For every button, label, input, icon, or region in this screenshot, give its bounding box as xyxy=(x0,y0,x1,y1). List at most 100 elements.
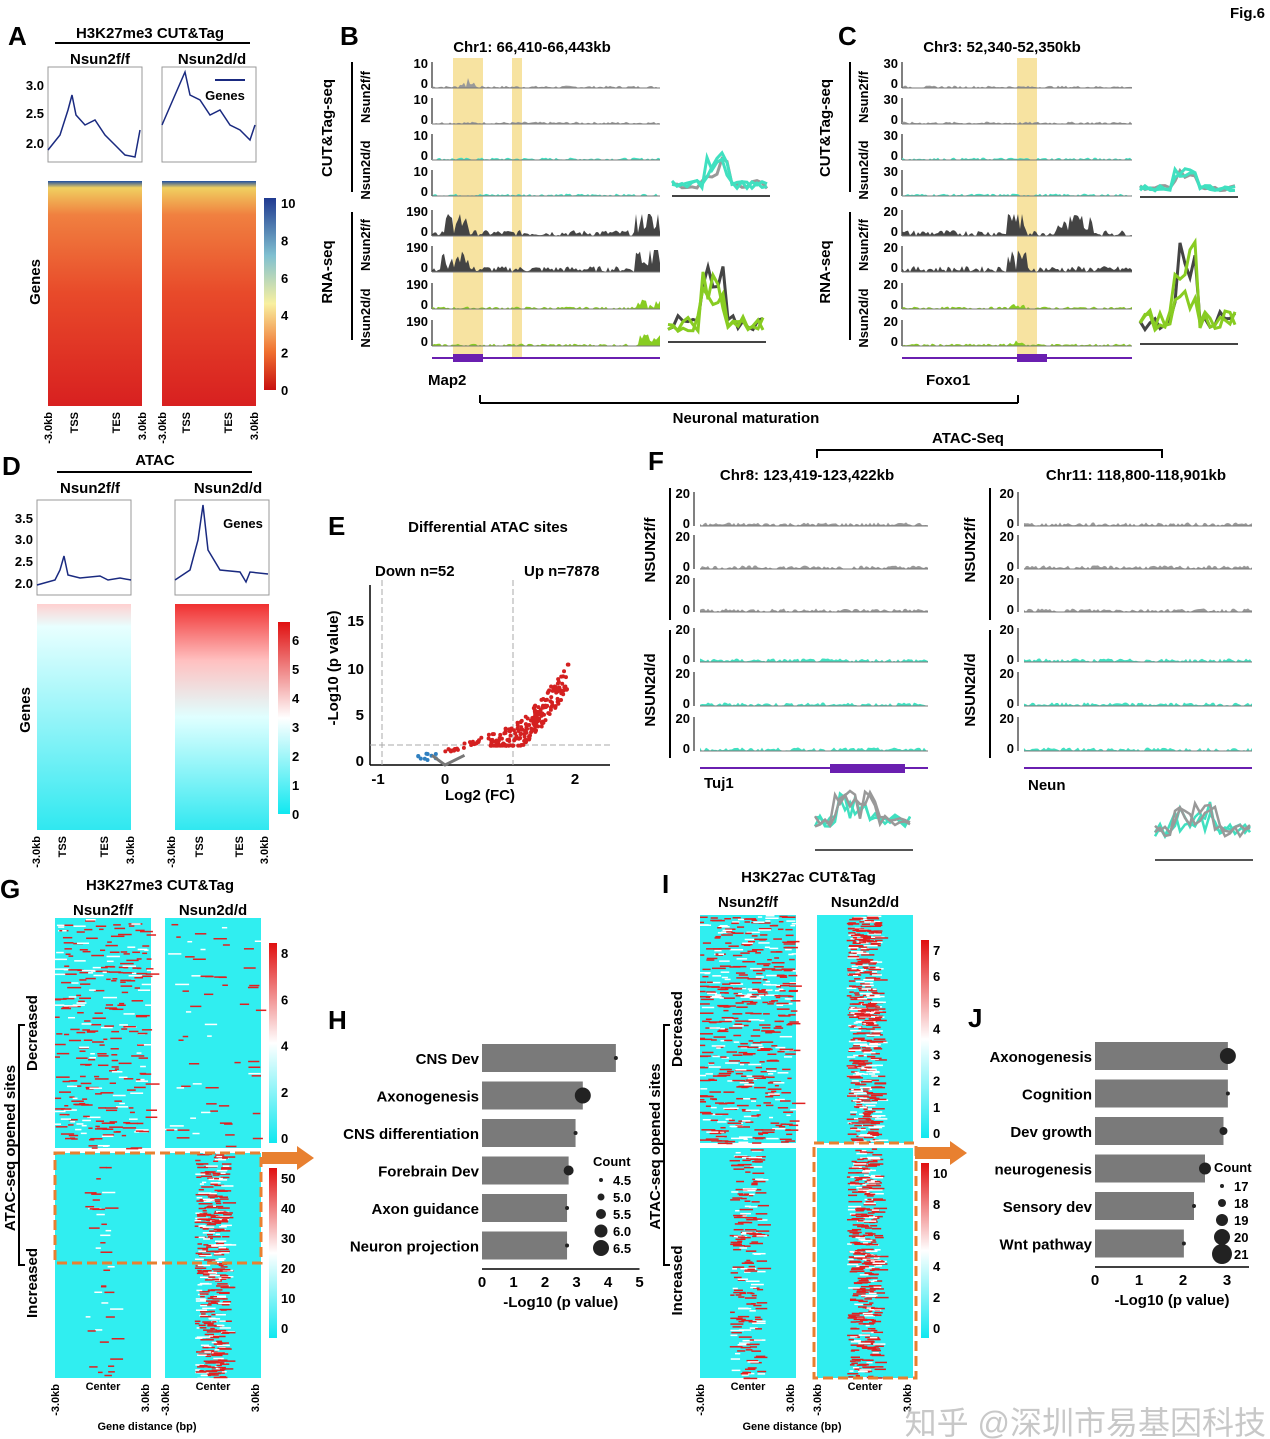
heatmap-cell xyxy=(211,1301,217,1303)
heatmap-cell xyxy=(732,1017,739,1020)
heatmap-cell xyxy=(755,1328,762,1330)
heatmap-cell xyxy=(727,1080,734,1082)
scale-max: 20 xyxy=(676,711,690,726)
row-label: NSUN2d/d xyxy=(962,653,979,726)
heatmap-cell xyxy=(196,1176,202,1178)
heatmap-cell xyxy=(854,918,863,920)
heatmap-cell xyxy=(55,1004,65,1006)
heatmap-cell xyxy=(871,1032,881,1034)
heatmap-cell xyxy=(858,1177,867,1180)
heatmap-cell xyxy=(146,969,156,972)
heatmap-cell xyxy=(195,1309,208,1311)
heatmap-cell xyxy=(192,1083,202,1085)
heatmap-cell xyxy=(55,973,66,976)
heatmap-cell xyxy=(850,1336,858,1338)
heatmap-cell xyxy=(745,932,752,935)
heatmap-cell xyxy=(203,1322,214,1325)
heatmap-cell xyxy=(97,1064,109,1067)
heatmap-cell xyxy=(718,926,730,928)
data-point xyxy=(527,722,532,727)
data-point xyxy=(562,669,567,674)
heatmap-cell xyxy=(851,965,858,967)
heatmap-cell xyxy=(709,1132,722,1135)
heatmap-cell xyxy=(724,992,730,994)
heatmap-cell xyxy=(866,1184,880,1187)
heatmap-cell xyxy=(220,1320,232,1322)
heatmap-cell xyxy=(702,968,711,971)
heatmap-cell xyxy=(202,1226,215,1228)
chart-title: Differential ATAC sites xyxy=(408,519,568,536)
x-tick: Center xyxy=(731,1381,767,1393)
heatmap-cell xyxy=(129,1030,139,1033)
heatmap-cell xyxy=(87,1330,96,1332)
data-point xyxy=(533,712,538,717)
heatmap-cell xyxy=(219,1225,227,1228)
heatmap-cell xyxy=(97,1371,103,1374)
count-dot xyxy=(574,1087,591,1104)
heatmap-cell xyxy=(868,1215,878,1218)
heatmap-cell xyxy=(89,1087,103,1089)
y-tick: 5 xyxy=(356,707,364,724)
scale-max: 20 xyxy=(884,204,898,219)
heatmap-cell xyxy=(746,1280,760,1283)
heatmap-cell xyxy=(850,948,858,950)
heatmap-cell xyxy=(118,971,124,974)
heatmap-cell xyxy=(856,1072,865,1075)
heatmap-cell xyxy=(788,990,798,993)
data-point xyxy=(547,688,552,693)
heatmap-cell xyxy=(741,1024,749,1027)
heatmap-cell xyxy=(218,1366,226,1369)
heatmap-cell xyxy=(215,1154,225,1156)
colorbar xyxy=(264,198,276,390)
heatmap-cell xyxy=(221,1167,232,1169)
heatmap-cell xyxy=(712,1055,720,1058)
heatmap-cell xyxy=(851,1349,860,1351)
heatmap-cell xyxy=(868,989,874,992)
heatmap-cell xyxy=(761,968,776,970)
heatmap-cell xyxy=(871,1329,878,1332)
heatmap-cell xyxy=(60,1133,75,1135)
heatmap-cell xyxy=(219,1291,230,1294)
heatmap-cell xyxy=(221,1371,227,1373)
heatmap-cell xyxy=(788,1014,796,1016)
heatmap-cell xyxy=(220,1363,230,1365)
heatmap-cell xyxy=(867,1327,876,1330)
scale-max: 30 xyxy=(884,56,898,71)
heatmap-cell xyxy=(872,1108,885,1110)
heatmap-cell xyxy=(80,1082,92,1085)
panel-f: F ATAC-Seq Chr8: 123,419-123,422kb Chr11… xyxy=(642,430,1253,861)
heatmap-cell xyxy=(202,1321,212,1323)
heatmap-cell xyxy=(198,1188,204,1191)
heatmap-cell xyxy=(741,1108,747,1111)
heatmap-cell xyxy=(718,953,725,955)
heatmap-cell xyxy=(131,1000,144,1002)
heatmap-cell xyxy=(874,1265,882,1267)
heatmap-cell xyxy=(751,1350,762,1352)
heatmap-cell xyxy=(866,1179,874,1181)
scale-max: 20 xyxy=(1000,711,1014,726)
heatmap-cell xyxy=(755,1192,767,1194)
heatmap-cell xyxy=(848,945,856,948)
heatmap-cell xyxy=(207,1205,214,1207)
heatmap-cell xyxy=(847,969,861,972)
heatmap-cell xyxy=(861,998,873,1001)
heatmap-cell xyxy=(860,1341,875,1343)
heatmap-cell xyxy=(59,1113,70,1116)
heatmap-cell xyxy=(197,1377,210,1380)
heatmap-cell xyxy=(103,1038,108,1041)
data-point xyxy=(433,752,438,757)
heatmap-cell xyxy=(55,1056,60,1058)
heatmap-cell xyxy=(849,1231,862,1234)
heatmap-cell xyxy=(60,1108,72,1110)
heatmap-cell xyxy=(700,1111,712,1114)
heatmap-cell xyxy=(117,1004,126,1007)
heatmap-cell xyxy=(197,1366,211,1368)
heatmap-cell xyxy=(849,1047,860,1050)
heatmap-cell xyxy=(738,1136,753,1138)
heatmap-cell xyxy=(867,1319,875,1321)
heatmap-cell xyxy=(742,1159,751,1162)
heatmap-cell xyxy=(221,1219,228,1221)
bar xyxy=(482,1119,576,1147)
heatmap-cell xyxy=(861,1346,875,1349)
heatmap-cell xyxy=(738,1329,752,1331)
